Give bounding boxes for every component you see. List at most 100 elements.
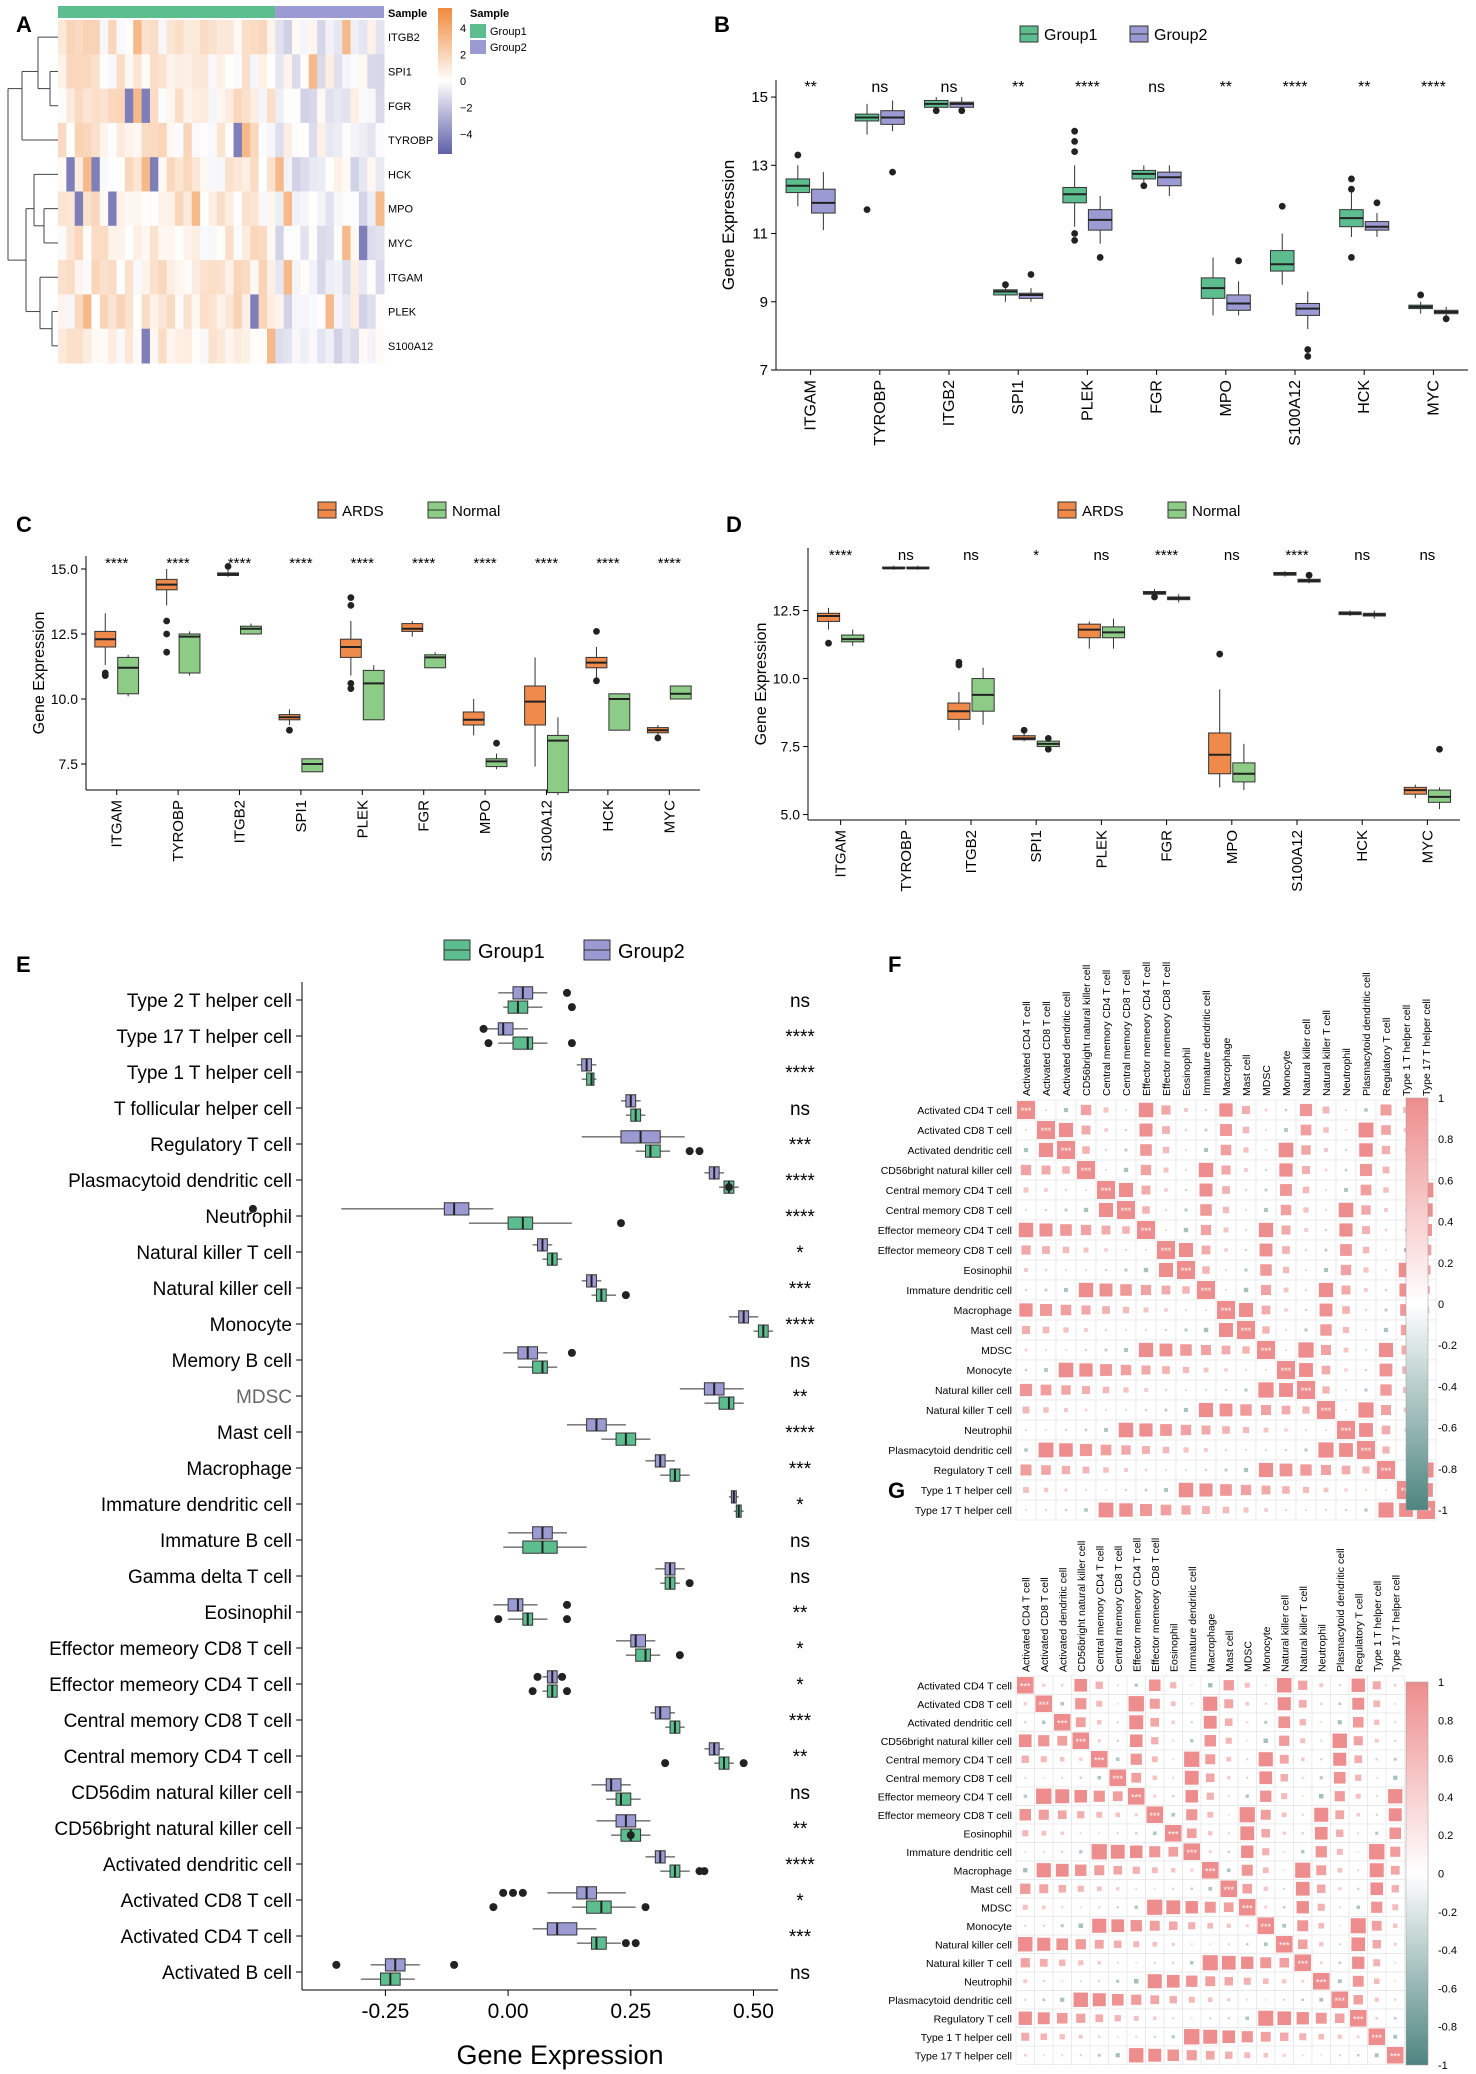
- correlation-square: [1123, 1387, 1128, 1392]
- legend-label: Normal: [1192, 503, 1240, 520]
- correlation-square: [1280, 1184, 1292, 1196]
- heatmap-cell: [359, 54, 368, 89]
- heatmap-cell: [300, 89, 309, 124]
- correlation-square: [1065, 1209, 1068, 1212]
- correlation-square: [1121, 1365, 1131, 1375]
- correlation-square: [1164, 1488, 1168, 1492]
- correlation-square: [1384, 1328, 1388, 1332]
- correlation-square: [1245, 1683, 1250, 1688]
- x-tick-label: ITGB2: [941, 380, 958, 426]
- significance-mark: ***: [1223, 1885, 1234, 1895]
- correlation-square: [1325, 1209, 1327, 1211]
- category-label: Plasmacytoid dendritic cell: [68, 1171, 292, 1192]
- colorbar-tick-label: -0.6: [1438, 1423, 1457, 1435]
- correlation-square: [1170, 1682, 1176, 1688]
- row-label: Immature dendritic cell: [906, 1285, 1012, 1297]
- heatmap-cell: [100, 123, 109, 158]
- heatmap-cell: [200, 329, 209, 364]
- heatmap-cell: [292, 123, 301, 158]
- correlation-square: [1357, 1888, 1359, 1890]
- heatmap-cell: [250, 54, 259, 89]
- row-label: Regulatory T cell: [934, 1465, 1012, 1477]
- correlation-square: [1103, 1387, 1110, 1394]
- correlation-square: [1076, 1717, 1086, 1727]
- correlation-square: [1117, 2036, 1119, 2038]
- correlation-square: [1302, 1777, 1304, 1779]
- heatmap-cell: [292, 89, 301, 124]
- correlation-square: [1059, 1123, 1073, 1137]
- correlation-square: [1025, 1509, 1027, 1511]
- correlation-square: [1202, 1506, 1210, 1514]
- correlation-square: [1105, 1349, 1108, 1352]
- heatmap-cell: [83, 260, 92, 295]
- outlier-point: [1071, 230, 1078, 237]
- correlation-square: [1105, 1329, 1107, 1331]
- significance-label: *: [796, 1675, 804, 1696]
- correlation-square: [1097, 1886, 1102, 1891]
- row-label: Neutrophil: [964, 1976, 1012, 1988]
- significance-label: ns: [790, 991, 810, 1012]
- correlation-square: [1120, 1284, 1132, 1296]
- significance-label: ns: [1093, 547, 1109, 564]
- correlation-square: [1359, 1143, 1372, 1156]
- correlation-square: [1369, 1844, 1384, 1859]
- box-normal: [486, 759, 507, 767]
- correlation-square: [1104, 1428, 1108, 1432]
- colorbar-tick-label: -0.4: [1438, 1381, 1457, 1393]
- correlation-square: [1355, 1775, 1361, 1781]
- correlation-square: [1102, 1306, 1110, 1314]
- correlation-square: [1162, 1126, 1170, 1134]
- correlation-square: [1358, 1402, 1373, 1417]
- heatmap-cell: [100, 157, 109, 192]
- heatmap-cell: [300, 226, 309, 261]
- category-label: Natural killer cell: [153, 1279, 292, 1300]
- outlier-point: [563, 1687, 571, 1695]
- category-label: Type 1 T helper cell: [127, 1063, 292, 1084]
- correlation-square: [1085, 1189, 1087, 1191]
- heatmap-cell: [234, 260, 243, 295]
- y-axis-label: Gene Expression: [31, 612, 48, 735]
- heatmap-cell: [208, 226, 217, 261]
- panel-g-correlation-matrix: Activated CD4 T cell Activated CD8 T cell…: [878, 1538, 1457, 2072]
- heatmap-cell: [317, 294, 326, 329]
- correlation-square: [1380, 1364, 1393, 1377]
- outlier-point: [1097, 254, 1104, 261]
- correlation-square: [1263, 1867, 1269, 1873]
- correlation-square: [1316, 2013, 1327, 2024]
- y-tick-label: 12.5: [51, 626, 78, 642]
- correlation-square: [1339, 1223, 1352, 1236]
- significance-label: ****: [785, 1855, 815, 1876]
- correlation-square: [1264, 1208, 1268, 1212]
- outlier-point: [622, 1939, 630, 1947]
- outlier-point: [1028, 271, 1035, 278]
- correlation-square: [1185, 1469, 1187, 1471]
- correlation-square: [1096, 1682, 1103, 1689]
- significance-label: ns: [1224, 547, 1240, 564]
- correlation-square: [1300, 1738, 1305, 1743]
- column-label: CD56bright natural killer cell: [1081, 965, 1093, 1096]
- correlation-square: [1084, 1208, 1088, 1212]
- heatmap-cell: [225, 192, 234, 227]
- correlation-square: [1225, 2052, 1232, 2059]
- outlier-point: [529, 1687, 537, 1695]
- panel-label-e: E: [16, 952, 31, 977]
- heatmap-cell: [175, 54, 184, 89]
- correlation-square: [1279, 1958, 1289, 1968]
- correlation-square: [1096, 1812, 1102, 1818]
- outlier-point: [1348, 186, 1355, 193]
- correlation-square: [1320, 1304, 1333, 1317]
- correlation-square: [1135, 1962, 1137, 1964]
- heatmap-cell: [142, 54, 151, 89]
- heatmap-cell: [192, 20, 201, 55]
- correlation-square: [1022, 1830, 1028, 1836]
- correlation-square: [1371, 1902, 1382, 1913]
- significance-mark: ***: [1297, 1959, 1308, 1969]
- heatmap-cell: [192, 294, 201, 329]
- heatmap-cell: [334, 226, 343, 261]
- heatmap-cell: [58, 157, 67, 192]
- significance-label: ****: [1075, 79, 1100, 96]
- heatmap-cell: [75, 123, 84, 158]
- correlation-square: [1098, 1832, 1100, 1834]
- y-tick-label: 11: [752, 226, 768, 243]
- column-label: Type 17 T helper cell: [1390, 1575, 1402, 1672]
